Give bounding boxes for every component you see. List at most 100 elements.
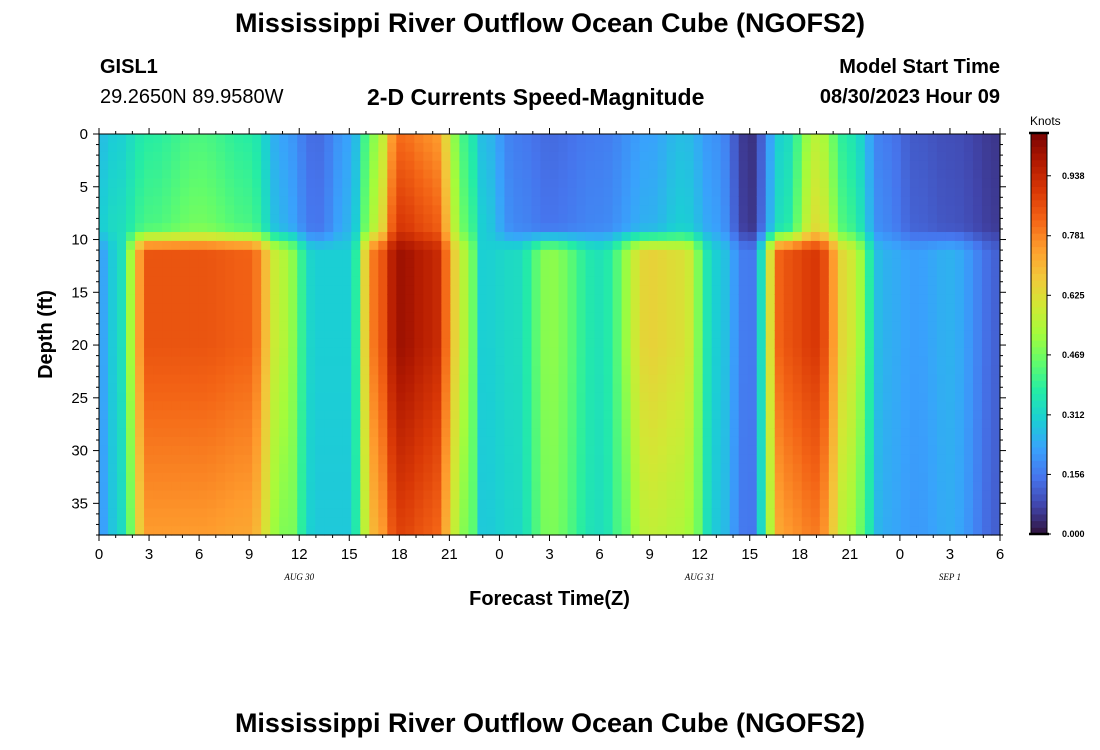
heatmap-cell	[477, 419, 488, 429]
heatmap-cell	[801, 454, 812, 465]
heatmap-cell	[954, 249, 965, 260]
heatmap-cell	[603, 303, 614, 313]
heatmap-cell	[459, 321, 470, 331]
heatmap-cell	[180, 436, 190, 447]
heatmap-cell	[891, 312, 902, 322]
heatmap-cell	[675, 134, 686, 144]
heatmap-cell	[810, 178, 821, 189]
heatmap-cell	[99, 428, 109, 438]
heatmap-cell	[315, 472, 325, 483]
heatmap-cell	[621, 419, 632, 429]
heatmap-cell	[738, 160, 749, 171]
heatmap-cell	[378, 454, 388, 465]
heatmap-cell	[657, 365, 668, 376]
heatmap-cell	[549, 526, 560, 536]
heatmap-cell	[288, 249, 298, 260]
heatmap-cell	[360, 401, 370, 411]
heatmap-cell	[99, 419, 109, 429]
heatmap-cell	[495, 392, 506, 402]
heatmap-cell	[486, 454, 497, 465]
heatmap-cell	[306, 419, 316, 429]
heatmap-cell	[756, 240, 767, 251]
heatmap-cell	[270, 321, 280, 331]
heatmap-cell	[747, 419, 758, 429]
heatmap-cell	[945, 240, 956, 251]
heatmap-cell	[576, 267, 587, 278]
heatmap-cell	[963, 392, 974, 402]
heatmap-cell	[477, 454, 488, 465]
heatmap-cell	[522, 214, 533, 224]
heatmap-cell	[99, 160, 109, 171]
heatmap-cell	[450, 321, 460, 331]
colorbar-tick-label: 0.938	[1062, 171, 1085, 181]
heatmap-cell	[459, 419, 470, 429]
heatmap-cell	[603, 249, 614, 260]
heatmap-cell	[774, 481, 785, 492]
heatmap-cell	[261, 526, 271, 536]
heatmap-cell	[234, 178, 244, 189]
heatmap-cell	[684, 294, 695, 304]
heatmap-cell	[981, 232, 992, 242]
heatmap-cell	[639, 187, 650, 197]
heatmap-cell	[549, 169, 560, 180]
heatmap-cell	[162, 160, 172, 171]
heatmap-cell	[315, 490, 325, 500]
heatmap-cell	[279, 436, 289, 447]
heatmap-cell	[450, 285, 460, 295]
heatmap-cell	[162, 240, 172, 251]
heatmap-cell	[135, 481, 145, 492]
heatmap-cell	[747, 294, 758, 304]
heatmap-cell	[945, 294, 956, 304]
heatmap-cell	[99, 303, 109, 313]
heatmap-cell	[828, 472, 839, 483]
heatmap-cell	[855, 517, 866, 527]
heatmap-cell	[594, 472, 605, 483]
heatmap-cell	[288, 285, 298, 295]
heatmap-cell	[495, 294, 506, 304]
heatmap-cell	[189, 187, 199, 197]
heatmap-cell	[819, 517, 830, 527]
heatmap-cell	[198, 151, 208, 162]
heatmap-cell	[828, 205, 839, 215]
heatmap-cell	[234, 196, 244, 206]
heatmap-cell	[774, 151, 785, 162]
heatmap-cell	[261, 232, 271, 242]
heatmap-cell	[324, 472, 334, 483]
heatmap-cell	[378, 383, 388, 394]
heatmap-cell	[261, 463, 271, 474]
heatmap-cell	[684, 463, 695, 474]
heatmap-cell	[360, 169, 370, 180]
heatmap-cell	[522, 151, 533, 162]
heatmap-cell	[495, 258, 506, 269]
heatmap-cell	[828, 330, 839, 340]
heatmap-cell	[549, 303, 560, 313]
heatmap-cell	[864, 294, 875, 304]
heatmap-cell	[333, 410, 343, 420]
heatmap-cell	[819, 454, 830, 465]
heatmap-cell	[531, 276, 542, 287]
heatmap-cell	[927, 499, 938, 509]
heatmap-cell	[774, 223, 785, 233]
heatmap-cell	[297, 312, 307, 322]
heatmap-cell	[108, 142, 118, 153]
heatmap-cell	[558, 401, 569, 411]
heatmap-cell	[306, 303, 316, 313]
heatmap-cell	[909, 499, 920, 509]
heatmap-cell	[540, 410, 551, 420]
heatmap-cell	[252, 454, 262, 465]
heatmap-cell	[576, 232, 587, 242]
heatmap-cell	[126, 321, 136, 331]
heatmap-cell	[783, 330, 794, 340]
heatmap-cell	[270, 392, 280, 402]
heatmap-cell	[819, 142, 830, 153]
heatmap-cell	[459, 454, 470, 465]
heatmap-cell	[774, 490, 785, 500]
heatmap-cell	[324, 223, 334, 233]
heatmap-cell	[162, 232, 172, 242]
heatmap-cell	[423, 490, 433, 500]
heatmap-cell	[774, 312, 785, 322]
heatmap-cell	[108, 383, 118, 394]
heatmap-cell	[153, 321, 163, 331]
heatmap-cell	[810, 374, 821, 385]
heatmap-cell	[927, 526, 938, 536]
